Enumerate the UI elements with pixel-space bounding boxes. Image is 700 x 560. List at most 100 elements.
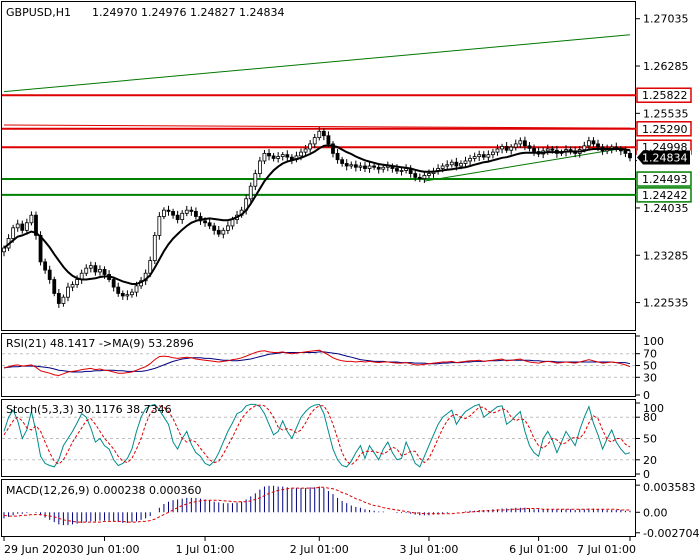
candle-body (353, 164, 358, 168)
candle-body (262, 152, 267, 162)
stoch-tick-label: 50 (643, 433, 657, 446)
macd-signal-line (3, 486, 630, 523)
stoch-tick-label: 0 (643, 468, 650, 481)
candle-body (253, 173, 258, 187)
candle-body (586, 140, 591, 147)
candle-body (75, 279, 80, 285)
stoch-d-line (3, 404, 631, 466)
candle-body (628, 152, 632, 159)
candle-body (189, 209, 194, 212)
candle-body (308, 143, 313, 150)
candle-body (52, 279, 57, 294)
candle-body (545, 148, 550, 152)
stoch-tick-label: 80 (643, 411, 657, 424)
candle-body (56, 293, 61, 304)
candle-body (335, 152, 340, 161)
candle-body (376, 166, 381, 170)
rsi-panel-frame (1, 333, 636, 397)
candle-body (445, 164, 450, 167)
rsi-tick-label: 30 (643, 371, 657, 384)
candle-body (381, 166, 386, 170)
rsi-tick-label: 100 (643, 335, 664, 348)
rsi-tick-label: 50 (643, 360, 657, 373)
candle-body (358, 165, 363, 168)
candle-body (221, 229, 226, 235)
candle-body (225, 225, 230, 231)
level-tag-label: 1.24834 (642, 152, 688, 165)
candle-body (152, 234, 157, 262)
level-tag-label: 1.24493 (642, 173, 688, 186)
time-axis: 29 Jun 2020 30 Jun 01:00 1 Jul 01:00 2 Jul … (3, 537, 636, 556)
candle-body (509, 146, 514, 151)
candle-body (212, 225, 217, 231)
candle-body (372, 165, 377, 168)
candle-body (596, 143, 600, 148)
candle-body (495, 148, 500, 153)
candle-body (34, 214, 38, 236)
price-tick-label: 1.24035 (643, 202, 689, 215)
stoch-k-line (3, 403, 631, 468)
candle-body (321, 130, 326, 137)
time-tick-label: 3 Jul 01:00 (399, 543, 458, 556)
candle-body (486, 154, 491, 158)
candle-body (513, 143, 518, 148)
candle-body (527, 145, 532, 149)
candle-body (134, 285, 139, 293)
candle-body (66, 286, 70, 298)
candle-body (367, 165, 372, 169)
candle-body (70, 284, 75, 288)
candle-body (449, 161, 454, 166)
candle-body (276, 156, 281, 159)
candle-body (93, 265, 98, 273)
candle-body (230, 219, 235, 227)
macd-tick-label: -0.002704 (643, 527, 699, 540)
stoch-tick-label: 100 (643, 402, 664, 415)
candle-body (413, 173, 418, 178)
time-tick-label: 1 Jul 01:00 (176, 543, 235, 556)
macd-title: MACD(12,26,9) 0.000238 0.000360 (6, 484, 202, 497)
candle-body (125, 294, 130, 297)
price-tick-label: 1.27035 (643, 13, 689, 26)
price-panel: 1.270351.262851.255351.247851.240351.232… (2, 13, 692, 310)
candle-body (623, 150, 628, 154)
time-tick-label: 29 Jun 2020 (4, 543, 70, 556)
candle-body (417, 176, 422, 180)
candle-body (363, 165, 367, 169)
time-tick-label: 2 Jul 01:00 (290, 543, 349, 556)
candle-body (427, 173, 431, 176)
stoch-title: Stoch(5,3,3) 30.1176 38.7346 (6, 403, 172, 416)
candle-body (454, 161, 459, 167)
candle-body (472, 156, 477, 159)
time-tick-label: 7 Jul 01:00 (577, 543, 636, 556)
candle-body (591, 140, 596, 145)
candle-body (481, 154, 486, 158)
level-tag-label: 1.25822 (642, 89, 688, 102)
macd-tick-label: 0.003583 (643, 481, 696, 494)
price-tick-label: 1.22535 (643, 297, 689, 310)
candle-body (459, 163, 463, 167)
candle-body (312, 137, 317, 145)
price-tick-label: 1.23285 (643, 249, 689, 262)
rsi-tick-label: 70 (643, 348, 657, 361)
level-tag-box (636, 87, 692, 103)
candle-body (61, 296, 66, 304)
candle-body (523, 140, 527, 147)
candle-body (399, 170, 404, 172)
candle-body (532, 147, 536, 152)
candle-body (299, 151, 303, 157)
candle-body (271, 155, 276, 159)
macd-tick-label: 0.00 (643, 506, 668, 519)
candle-body (166, 209, 171, 212)
candle-body (504, 146, 509, 151)
time-tick-label: 30 Jun 01:00 (70, 543, 140, 556)
candle-body (84, 267, 89, 274)
moving-average-line (3, 144, 631, 285)
candle-body (38, 234, 43, 263)
candle-body (582, 145, 587, 150)
candle-body (98, 269, 102, 273)
macd-panel-frame (1, 479, 636, 537)
candle-body (130, 291, 134, 296)
symbol-title: GBPUSD,H1 (6, 6, 71, 19)
trend-line (3, 34, 631, 93)
